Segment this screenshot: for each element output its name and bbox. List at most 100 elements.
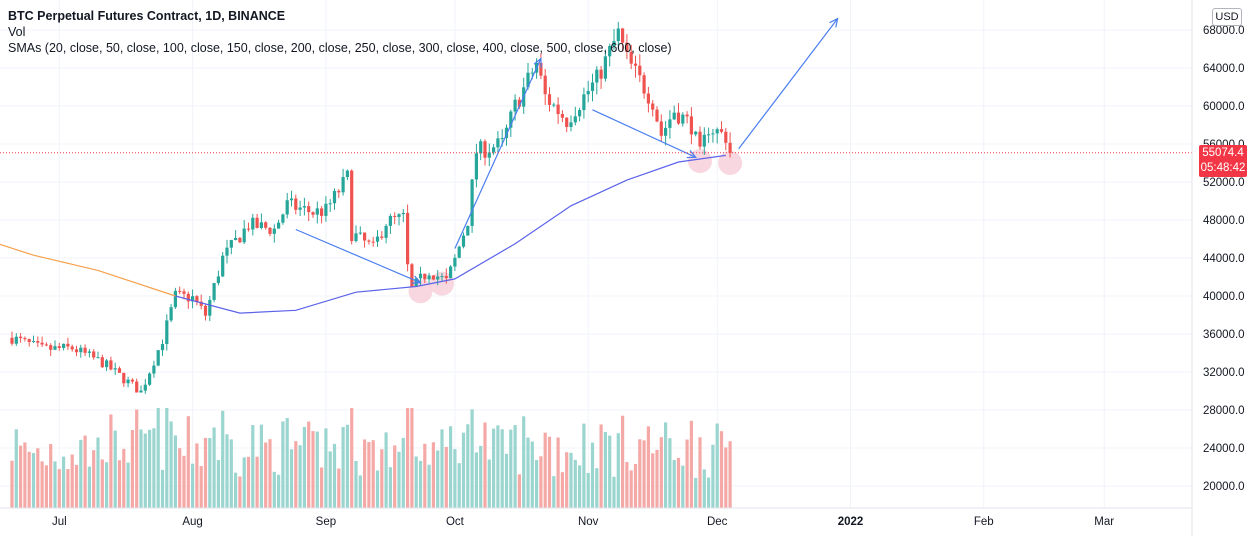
- candle-body: [259, 222, 263, 228]
- volume-bar: [633, 464, 638, 508]
- candle-body: [599, 69, 603, 79]
- last-price-tag: 55074.4 05:48:42: [1199, 145, 1247, 177]
- arrow-line: [454, 58, 542, 249]
- volume-bar: [556, 437, 560, 508]
- arrow-line: [592, 109, 696, 158]
- volume-bar: [517, 474, 521, 508]
- candle-body: [702, 134, 706, 147]
- volume-bar: [659, 437, 663, 508]
- volume-bar: [19, 445, 23, 508]
- volume-bar: [117, 460, 122, 508]
- volume-bar: [681, 465, 685, 508]
- candle-body: [143, 384, 147, 391]
- volume-bar: [212, 427, 216, 508]
- candle-body: [724, 131, 728, 143]
- volume-bar: [320, 467, 324, 508]
- time-tick-label: 2022: [838, 516, 864, 528]
- price-tick-label: 52000.0: [1203, 177, 1245, 189]
- candle-body: [672, 112, 676, 120]
- candle-body: [148, 373, 152, 385]
- candle-body: [444, 276, 448, 279]
- volume-bar: [311, 431, 315, 508]
- volume-bar: [440, 429, 444, 508]
- volume-bar: [470, 409, 474, 508]
- volume-bar: [603, 431, 607, 508]
- candle-body: [676, 112, 681, 124]
- candle-body: [341, 177, 345, 193]
- volume-bar: [264, 442, 268, 508]
- volume-legend[interactable]: Vol: [8, 25, 26, 39]
- candle-body: [569, 122, 573, 127]
- currency-button[interactable]: USD: [1212, 8, 1242, 26]
- volume-bar: [526, 437, 530, 508]
- candle-body: [539, 62, 543, 76]
- candle-body: [87, 351, 91, 353]
- candle-body: [651, 103, 655, 110]
- volume-bar: [621, 415, 625, 508]
- candle-body: [62, 343, 66, 348]
- volume-bar: [302, 426, 306, 508]
- volume-bar: [664, 422, 668, 508]
- volume-bar: [672, 460, 676, 508]
- candle-body: [496, 138, 500, 148]
- volume-bar: [711, 444, 715, 508]
- candle-body: [384, 225, 388, 238]
- volume-bar: [707, 477, 711, 508]
- candle-body: [393, 215, 397, 217]
- chart-legend: BTC Perpetual Futures Contract, 1D, BINA…: [8, 8, 672, 56]
- volume-bar: [410, 408, 414, 508]
- candle-body: [229, 240, 233, 248]
- time-axis[interactable]: Jul Aug Sep Oct Nov Dec 2022 Feb Mar: [52, 516, 1114, 528]
- volume-bar: [457, 463, 461, 508]
- volume-bar: [96, 437, 100, 508]
- price-tick-label: 20000.0: [1203, 481, 1245, 493]
- volume-bar: [208, 437, 212, 508]
- candle-body: [109, 360, 113, 370]
- volume-bar: [345, 424, 349, 508]
- candle-body: [83, 347, 87, 353]
- volume-bar: [547, 436, 552, 508]
- volume-bar: [178, 448, 182, 508]
- sma-orange-line: [0, 243, 176, 297]
- candle-body: [289, 198, 294, 201]
- candle-body: [234, 237, 238, 241]
- candle-body: [449, 266, 453, 279]
- candle-body: [427, 275, 431, 280]
- time-tick-label: Oct: [446, 516, 465, 528]
- candle-body: [315, 208, 319, 215]
- price-axis[interactable]: 68000.064000.060000.056000.052000.048000…: [1203, 25, 1245, 493]
- candle-body: [208, 299, 212, 316]
- candle-body: [203, 305, 208, 316]
- candle-body: [31, 341, 36, 343]
- symbol-title[interactable]: BTC Perpetual Futures Contract, 1D, BINA…: [8, 9, 286, 23]
- volume-bar: [289, 449, 294, 508]
- volume-bar: [522, 416, 526, 508]
- volume-bar: [492, 428, 496, 508]
- time-tick-label: Sep: [316, 516, 336, 528]
- candle-body: [642, 75, 646, 94]
- candle-body: [277, 222, 281, 229]
- volume-bar: [251, 425, 255, 508]
- volume-bar: [14, 429, 18, 508]
- candle-body: [509, 111, 513, 128]
- volume-bar: [298, 445, 302, 508]
- candle-body: [655, 109, 659, 122]
- candle-body: [530, 72, 534, 74]
- candle-body: [397, 214, 401, 217]
- candle-body: [595, 69, 599, 83]
- volume-bar: [259, 424, 263, 508]
- candle-body: [27, 338, 31, 343]
- volume-bar: [586, 472, 590, 508]
- volume-bar: [612, 476, 616, 508]
- volume-bar: [341, 427, 345, 508]
- candle-body: [646, 93, 650, 104]
- candle-body: [401, 212, 405, 215]
- volume-bar: [569, 452, 573, 508]
- volume-bar: [676, 457, 681, 508]
- sma-legend[interactable]: SMAs (20, close, 50, close, 100, close, …: [8, 41, 672, 55]
- candle-body: [44, 344, 48, 346]
- candle-body: [135, 381, 139, 393]
- volume-bar: [715, 423, 719, 508]
- candle-body: [311, 212, 315, 215]
